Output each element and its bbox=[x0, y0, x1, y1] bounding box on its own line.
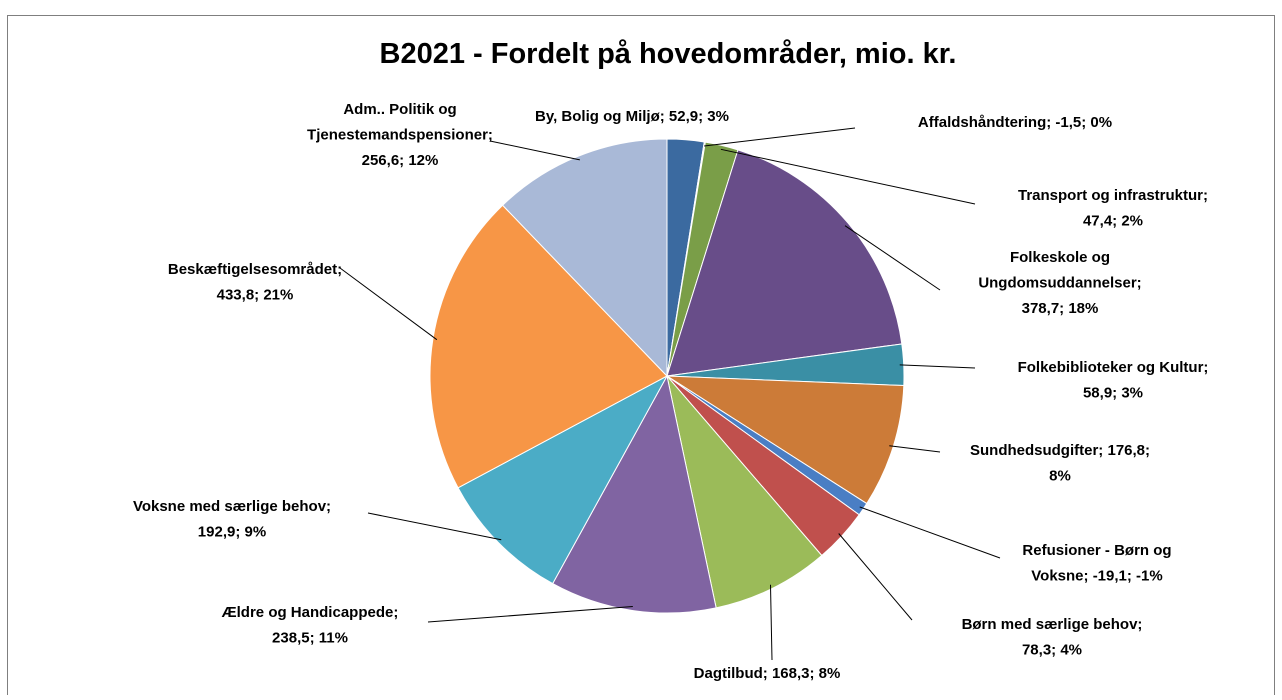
data-label: 58,9; 3% bbox=[1083, 385, 1143, 402]
data-label: Ældre og Handicappede; bbox=[222, 604, 399, 621]
data-label: Dagtilbud; 168,3; 8% bbox=[694, 665, 841, 682]
data-label: Refusioner - Børn og bbox=[1022, 542, 1171, 559]
data-label: 433,8; 21% bbox=[217, 287, 294, 304]
data-label: 192,9; 9% bbox=[198, 524, 266, 541]
pie-slice bbox=[666, 149, 903, 377]
leader-line bbox=[427, 605, 633, 623]
pie-slice bbox=[665, 375, 905, 505]
data-label: Voksne; -19,1; -1% bbox=[1031, 568, 1162, 585]
leader-line bbox=[844, 225, 941, 291]
data-label: 378,7; 18% bbox=[1022, 300, 1099, 317]
pie bbox=[429, 138, 905, 614]
data-label: By, Bolig og Miljø; 52,9; 3% bbox=[535, 108, 729, 125]
data-label: Voksne med særlige behov; bbox=[133, 498, 331, 515]
data-label: 256,6; 12% bbox=[362, 152, 439, 169]
leader-line bbox=[838, 533, 913, 621]
data-label: 238,5; 11% bbox=[272, 630, 348, 647]
leader-line bbox=[704, 127, 856, 147]
pie-slice bbox=[457, 374, 669, 585]
chart-title: B2021 - Fordelt på hovedområder, mio. kr… bbox=[380, 38, 957, 70]
data-label: 47,4; 2% bbox=[1083, 213, 1143, 230]
pie-slice bbox=[666, 375, 823, 609]
data-label: Transport og infrastruktur; bbox=[1018, 187, 1208, 204]
leader-line bbox=[720, 148, 976, 205]
data-label: Affaldshåndtering; -1,5; 0% bbox=[918, 114, 1112, 131]
data-label: Folkebiblioteker og Kultur; bbox=[1018, 359, 1209, 376]
data-label: Sundhedsudgifter; 176,8; bbox=[970, 442, 1150, 459]
data-label: Adm.. Politik og bbox=[343, 101, 456, 118]
pie-slice bbox=[429, 204, 668, 489]
leader-line bbox=[899, 364, 976, 369]
data-label: 8% bbox=[1049, 468, 1071, 485]
data-label: Børn med særlige behov; bbox=[962, 616, 1143, 633]
pie-slice bbox=[551, 374, 717, 614]
leader-line bbox=[769, 584, 773, 661]
leader-line bbox=[339, 267, 438, 341]
leader-line bbox=[489, 140, 580, 161]
data-label: Folkeskole og bbox=[1010, 249, 1110, 266]
data-label: Beskæftigelsesområdet; bbox=[168, 261, 342, 278]
leader-line bbox=[889, 445, 941, 453]
data-label: Ungdomsuddannelser; bbox=[978, 275, 1141, 292]
data-label: Tjenestemandspensioner; bbox=[307, 127, 493, 144]
data-label: 78,3; 4% bbox=[1022, 642, 1082, 659]
pie-slice bbox=[501, 138, 668, 378]
leader-line bbox=[367, 512, 502, 541]
leader-line bbox=[859, 506, 1001, 559]
